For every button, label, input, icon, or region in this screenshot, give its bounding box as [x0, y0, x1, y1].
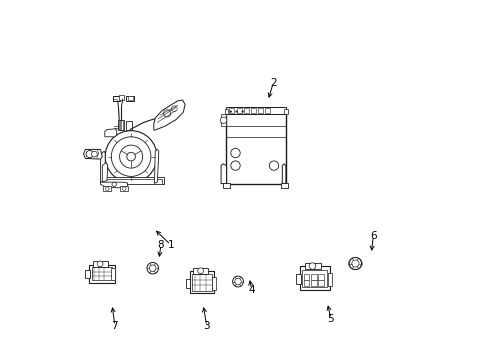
Polygon shape: [83, 149, 102, 159]
Circle shape: [269, 161, 278, 170]
Text: 4: 4: [248, 285, 254, 295]
Bar: [302, 270, 326, 287]
Text: 2: 2: [269, 78, 276, 88]
Circle shape: [86, 150, 93, 158]
Bar: [125, 121, 132, 130]
Bar: [303, 280, 309, 286]
Circle shape: [126, 152, 135, 161]
Bar: [113, 96, 120, 101]
Bar: [126, 96, 134, 101]
Bar: [265, 108, 270, 113]
Circle shape: [105, 131, 157, 183]
Circle shape: [146, 262, 158, 274]
Text: 5: 5: [327, 314, 333, 324]
Circle shape: [111, 137, 151, 176]
Text: 3: 3: [203, 321, 209, 331]
Bar: [280, 183, 287, 188]
Bar: [236, 108, 241, 113]
Polygon shape: [221, 114, 226, 126]
Circle shape: [163, 110, 170, 117]
Bar: [103, 186, 111, 191]
Bar: [226, 107, 285, 114]
Bar: [295, 274, 301, 284]
Bar: [186, 279, 190, 288]
Polygon shape: [102, 163, 107, 182]
Bar: [101, 177, 163, 184]
Polygon shape: [221, 164, 226, 184]
Circle shape: [351, 260, 358, 267]
Polygon shape: [104, 129, 117, 137]
Bar: [92, 261, 107, 267]
Circle shape: [149, 265, 156, 271]
Circle shape: [197, 268, 203, 274]
Bar: [189, 271, 214, 293]
Bar: [304, 263, 320, 269]
Bar: [92, 267, 111, 280]
Circle shape: [309, 263, 315, 269]
Bar: [89, 265, 115, 283]
Circle shape: [232, 276, 243, 287]
Circle shape: [230, 148, 240, 158]
Polygon shape: [282, 164, 285, 184]
Circle shape: [234, 278, 241, 285]
Circle shape: [91, 151, 97, 157]
Polygon shape: [154, 149, 159, 184]
Bar: [244, 108, 248, 113]
Text: 6: 6: [369, 231, 376, 241]
Circle shape: [122, 187, 126, 190]
Bar: [118, 95, 123, 100]
Bar: [118, 120, 124, 130]
Bar: [212, 277, 216, 290]
Polygon shape: [101, 182, 127, 188]
Bar: [224, 109, 228, 114]
Circle shape: [112, 182, 116, 186]
Bar: [300, 266, 329, 290]
Circle shape: [235, 111, 237, 113]
Bar: [250, 108, 256, 113]
Polygon shape: [101, 151, 105, 184]
Bar: [318, 274, 323, 280]
Circle shape: [348, 257, 361, 270]
Bar: [327, 273, 331, 286]
Bar: [318, 280, 323, 286]
Circle shape: [120, 145, 142, 168]
Bar: [193, 268, 207, 274]
Polygon shape: [153, 100, 185, 130]
Bar: [110, 268, 115, 280]
Circle shape: [230, 161, 240, 170]
Bar: [192, 274, 211, 291]
Bar: [84, 270, 89, 278]
Bar: [258, 108, 263, 113]
Text: 1: 1: [167, 240, 174, 250]
Circle shape: [220, 117, 226, 123]
Bar: [310, 274, 316, 280]
Bar: [226, 113, 285, 184]
Bar: [303, 274, 309, 280]
Bar: [284, 109, 287, 114]
Bar: [223, 183, 230, 188]
Bar: [229, 108, 234, 113]
Circle shape: [105, 187, 109, 190]
Bar: [120, 186, 128, 191]
Bar: [102, 179, 162, 184]
Text: 7: 7: [111, 321, 118, 331]
Bar: [128, 96, 133, 100]
Circle shape: [241, 111, 244, 113]
Circle shape: [229, 111, 231, 113]
Text: 8: 8: [157, 240, 164, 250]
Circle shape: [97, 261, 103, 267]
Bar: [310, 280, 316, 286]
Circle shape: [171, 106, 177, 112]
